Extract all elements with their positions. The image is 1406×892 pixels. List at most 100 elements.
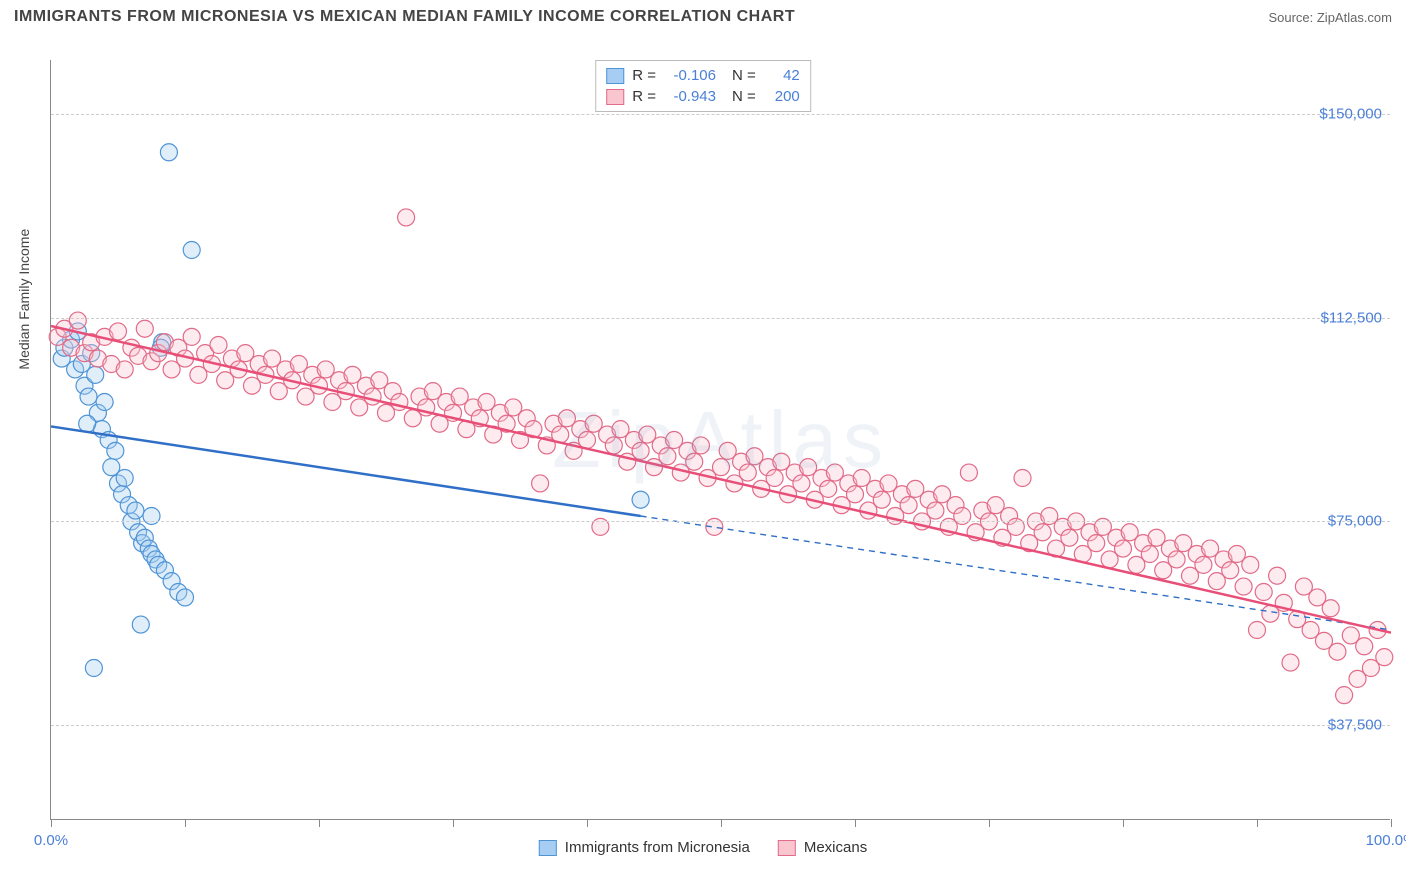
data-point-mexicans bbox=[927, 502, 944, 519]
x-tick bbox=[319, 819, 320, 827]
data-point-mexicans bbox=[1356, 638, 1373, 655]
data-point-mexicans bbox=[766, 470, 783, 487]
data-point-mexicans bbox=[847, 486, 864, 503]
correlation-stats-box: R = -0.106 N = 42 R = -0.943 N = 200 bbox=[595, 60, 811, 112]
r-value: -0.106 bbox=[664, 67, 716, 84]
x-tick bbox=[1391, 819, 1392, 827]
scatter-svg bbox=[51, 60, 1390, 819]
data-point-mexicans bbox=[579, 432, 596, 449]
data-point-mexicans bbox=[900, 497, 917, 514]
data-point-mexicans bbox=[364, 388, 381, 405]
data-point-micronesia bbox=[87, 366, 104, 383]
data-point-micronesia bbox=[85, 660, 102, 677]
source-name: ZipAtlas.com bbox=[1317, 10, 1392, 25]
data-point-micronesia bbox=[183, 242, 200, 259]
title-bar: IMMIGRANTS FROM MICRONESIA VS MEXICAN ME… bbox=[0, 0, 1406, 32]
n-value: 200 bbox=[764, 88, 800, 105]
data-point-mexicans bbox=[69, 312, 86, 329]
data-point-micronesia bbox=[96, 394, 113, 411]
chart-title: IMMIGRANTS FROM MICRONESIA VS MEXICAN ME… bbox=[14, 8, 795, 26]
data-point-mexicans bbox=[1115, 540, 1132, 557]
bottom-legend: Immigrants from Micronesia Mexicans bbox=[539, 839, 867, 856]
data-point-mexicans bbox=[686, 453, 703, 470]
x-tick bbox=[855, 819, 856, 827]
y-tick-label: $37,500 bbox=[1328, 717, 1382, 734]
source-attribution: Source: ZipAtlas.com bbox=[1268, 10, 1392, 25]
data-point-micronesia bbox=[632, 491, 649, 508]
y-axis-title: Median Family Income bbox=[16, 229, 32, 370]
data-point-mexicans bbox=[820, 480, 837, 497]
legend-item: Mexicans bbox=[778, 839, 867, 856]
legend-swatch-icon bbox=[606, 89, 624, 105]
data-point-mexicans bbox=[873, 491, 890, 508]
x-tick bbox=[453, 819, 454, 827]
r-label: R = bbox=[632, 88, 656, 105]
data-point-mexicans bbox=[532, 475, 549, 492]
x-tick bbox=[587, 819, 588, 827]
chart-plot-area: ZipAtlas $37,500$75,000$112,500$150,0000… bbox=[50, 60, 1390, 820]
y-tick-label: $75,000 bbox=[1328, 513, 1382, 530]
source-prefix: Source: bbox=[1268, 10, 1316, 25]
data-point-mexicans bbox=[1255, 584, 1272, 601]
n-label: N = bbox=[732, 67, 756, 84]
data-point-mexicans bbox=[1269, 567, 1286, 584]
x-tick bbox=[1257, 819, 1258, 827]
data-point-mexicans bbox=[1235, 578, 1252, 595]
data-point-micronesia bbox=[80, 388, 97, 405]
r-value: -0.943 bbox=[664, 88, 716, 105]
legend-label: Immigrants from Micronesia bbox=[565, 839, 750, 856]
data-point-mexicans bbox=[1014, 470, 1031, 487]
data-point-mexicans bbox=[1376, 649, 1393, 666]
data-point-mexicans bbox=[739, 464, 756, 481]
data-point-mexicans bbox=[398, 209, 415, 226]
data-point-mexicans bbox=[1034, 524, 1051, 541]
data-point-mexicans bbox=[1242, 556, 1259, 573]
data-point-mexicans bbox=[632, 442, 649, 459]
data-point-mexicans bbox=[110, 323, 127, 340]
legend-swatch-icon bbox=[539, 840, 557, 856]
data-point-mexicans bbox=[116, 361, 133, 378]
data-point-mexicans bbox=[1195, 556, 1212, 573]
y-tick-label: $150,000 bbox=[1319, 106, 1382, 123]
x-tick bbox=[721, 819, 722, 827]
data-point-micronesia bbox=[107, 442, 124, 459]
data-point-mexicans bbox=[1322, 600, 1339, 617]
trend-line-mexicans bbox=[51, 326, 1391, 633]
data-point-micronesia bbox=[132, 616, 149, 633]
data-point-mexicans bbox=[1088, 535, 1105, 552]
x-tick bbox=[185, 819, 186, 827]
data-point-mexicans bbox=[1336, 687, 1353, 704]
data-point-mexicans bbox=[793, 475, 810, 492]
gridline bbox=[51, 114, 1390, 115]
n-label: N = bbox=[732, 88, 756, 105]
x-tick bbox=[989, 819, 990, 827]
x-tick bbox=[51, 819, 52, 827]
data-point-mexicans bbox=[1282, 654, 1299, 671]
legend-label: Mexicans bbox=[804, 839, 867, 856]
data-point-micronesia bbox=[79, 415, 96, 432]
legend-swatch-icon bbox=[778, 840, 796, 856]
stats-row: R = -0.106 N = 42 bbox=[606, 65, 800, 86]
x-tick-label: 0.0% bbox=[34, 832, 68, 849]
gridline bbox=[51, 725, 1390, 726]
r-label: R = bbox=[632, 67, 656, 84]
data-point-mexicans bbox=[1249, 622, 1266, 639]
data-point-mexicans bbox=[183, 328, 200, 345]
data-point-mexicans bbox=[713, 459, 730, 476]
data-point-mexicans bbox=[210, 337, 227, 354]
data-point-mexicans bbox=[960, 464, 977, 481]
data-point-mexicans bbox=[605, 437, 622, 454]
n-value: 42 bbox=[764, 67, 800, 84]
data-point-mexicans bbox=[659, 448, 676, 465]
data-point-mexicans bbox=[1329, 643, 1346, 660]
data-point-micronesia bbox=[116, 470, 133, 487]
gridline bbox=[51, 318, 1390, 319]
data-point-mexicans bbox=[1168, 551, 1185, 568]
data-point-micronesia bbox=[177, 589, 194, 606]
y-tick-label: $112,500 bbox=[1321, 309, 1382, 326]
x-tick bbox=[1123, 819, 1124, 827]
gridline bbox=[51, 521, 1390, 522]
data-point-micronesia bbox=[160, 144, 177, 161]
x-tick-label: 100.0% bbox=[1366, 832, 1406, 849]
legend-swatch-icon bbox=[606, 68, 624, 84]
